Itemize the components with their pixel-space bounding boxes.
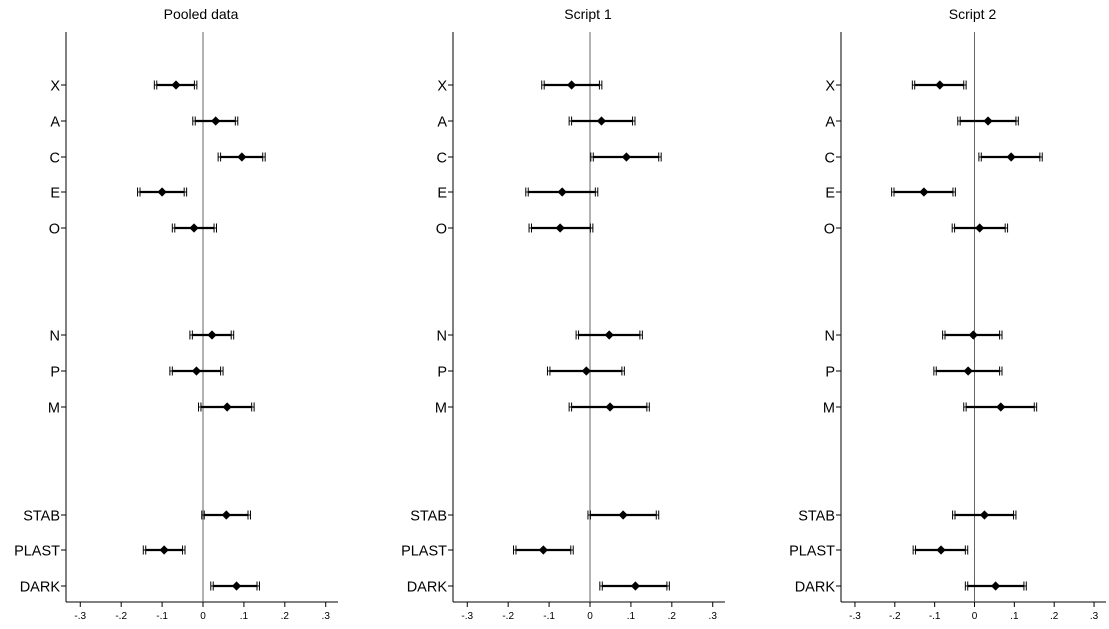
x-tick-label: .3 xyxy=(1090,611,1099,622)
y-label-e: E xyxy=(50,186,60,202)
estimate-marker-o xyxy=(555,223,565,233)
estimate-marker-c xyxy=(237,152,247,162)
y-label-p: P xyxy=(50,365,60,381)
y-label-c: C xyxy=(437,151,447,167)
estimate-marker-x xyxy=(566,80,577,90)
y-label-plast: PLAST xyxy=(789,544,835,560)
estimate-marker-m xyxy=(605,402,615,412)
y-label-a: A xyxy=(437,115,447,131)
estimate-marker-n xyxy=(604,330,614,340)
panel-3: Script 2 -.3 -.2 -.1 0 .1 .2 .3 X A C E O N P M STAB PLAS… xyxy=(789,6,1106,622)
x-tick-label: .1 xyxy=(1010,611,1019,622)
estimate-marker-o xyxy=(975,223,985,233)
y-label-m: M xyxy=(48,401,60,417)
y-label-x: X xyxy=(825,79,835,95)
y-label-stab: STAB xyxy=(798,509,835,525)
estimate-marker-stab xyxy=(979,510,990,520)
panel-title: Script 2 xyxy=(949,6,997,22)
y-label-p: P xyxy=(825,365,835,381)
x-tick-label: -.3 xyxy=(849,611,861,622)
x-tick-label: .1 xyxy=(627,611,636,622)
y-label-o: O xyxy=(49,222,60,238)
x-tick-label: -.2 xyxy=(502,611,514,622)
estimate-marker-n xyxy=(207,330,217,340)
estimate-marker-plast xyxy=(538,545,548,555)
x-tick-label: 0 xyxy=(587,611,593,622)
y-label-n: N xyxy=(825,329,835,345)
y-label-n: N xyxy=(50,329,60,345)
y-label-m: M xyxy=(435,401,447,417)
estimate-marker-x xyxy=(171,80,181,90)
panel-2: Script 1 -.3 -.2 -.1 0 .1 .2 .3 X A C E O N P M STAB PLAS… xyxy=(401,6,725,622)
estimate-marker-dark xyxy=(991,581,1001,591)
x-tick-label: -.1 xyxy=(929,611,941,622)
y-label-p: P xyxy=(437,365,447,381)
y-label-plast: PLAST xyxy=(401,544,447,560)
estimate-marker-c xyxy=(1006,152,1016,162)
x-tick-label: -.3 xyxy=(461,611,473,622)
estimate-marker-e xyxy=(557,187,567,197)
y-label-x: X xyxy=(50,79,60,95)
y-label-o: O xyxy=(824,222,835,238)
estimate-marker-e xyxy=(919,187,929,197)
x-tick-label: -.2 xyxy=(115,611,127,622)
estimate-marker-m xyxy=(996,402,1006,412)
estimate-marker-a xyxy=(596,116,607,126)
estimate-marker-stab xyxy=(221,510,231,520)
x-tick-label: -.1 xyxy=(543,611,555,622)
y-label-stab: STAB xyxy=(23,509,60,525)
x-tick-label: .2 xyxy=(668,611,677,622)
y-label-o: O xyxy=(436,222,447,238)
estimate-marker-p xyxy=(581,366,591,376)
y-label-dark: DARK xyxy=(795,580,836,596)
panel-title: Pooled data xyxy=(164,6,239,22)
estimate-marker-c xyxy=(621,152,632,162)
y-label-x: X xyxy=(437,79,447,95)
x-tick-label: -.2 xyxy=(889,611,901,622)
estimate-marker-o xyxy=(189,223,199,233)
x-tick-label: -.3 xyxy=(74,611,86,622)
estimate-marker-plast xyxy=(936,545,946,555)
estimate-marker-plast xyxy=(159,545,169,555)
y-label-a: A xyxy=(825,115,835,131)
estimate-marker-stab xyxy=(618,510,628,520)
y-label-n: N xyxy=(437,329,447,345)
y-label-e: E xyxy=(825,186,835,202)
x-tick-label: .3 xyxy=(709,611,718,622)
estimate-marker-dark xyxy=(231,581,242,591)
x-tick-label: -.1 xyxy=(156,611,168,622)
y-label-c: C xyxy=(825,151,835,167)
estimate-marker-x xyxy=(935,80,945,90)
y-label-a: A xyxy=(50,115,60,131)
estimate-marker-p xyxy=(191,366,202,376)
estimate-marker-a xyxy=(211,116,221,126)
y-label-m: M xyxy=(823,401,835,417)
x-tick-label: 0 xyxy=(972,611,978,622)
panel-1: Pooled data -.3 -.2 -.1 0 .1 .2 .3 X A C E O N P M STAB P… xyxy=(14,6,338,622)
estimate-marker-dark xyxy=(630,581,641,591)
x-tick-label: .3 xyxy=(322,611,331,622)
y-label-dark: DARK xyxy=(20,580,61,596)
y-label-stab: STAB xyxy=(410,509,447,525)
estimate-marker-p xyxy=(963,366,973,376)
x-tick-label: .1 xyxy=(240,611,249,622)
x-tick-label: .2 xyxy=(281,611,290,622)
estimate-marker-e xyxy=(157,187,167,197)
estimate-marker-m xyxy=(222,402,232,412)
estimate-marker-n xyxy=(968,330,978,340)
estimate-marker-a xyxy=(983,116,993,126)
y-label-dark: DARK xyxy=(407,580,448,596)
x-tick-label: .2 xyxy=(1050,611,1059,622)
x-tick-label: 0 xyxy=(200,611,206,622)
y-label-c: C xyxy=(50,151,60,167)
y-label-e: E xyxy=(437,186,447,202)
y-label-plast: PLAST xyxy=(14,544,60,560)
panel-title: Script 1 xyxy=(564,6,612,22)
